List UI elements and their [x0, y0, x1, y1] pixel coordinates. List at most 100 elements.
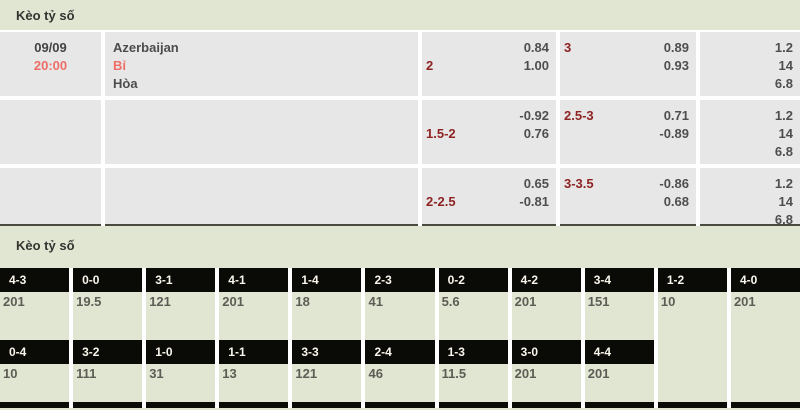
odds-value[interactable]: 14	[778, 194, 793, 209]
score-cell[interactable]	[219, 402, 289, 408]
odds-value[interactable]: 14	[778, 126, 793, 141]
score-cell[interactable]	[657, 402, 727, 408]
1x2-odds-cell: 1.2 14 6.8	[700, 100, 800, 164]
total-label: 2.5-3	[564, 108, 594, 123]
score-label[interactable]: 3-1	[146, 268, 216, 292]
empty-cell	[0, 100, 101, 164]
score-label[interactable]: 1-0	[146, 340, 216, 364]
total-odds-under[interactable]: 0.68	[663, 194, 689, 209]
score-label[interactable]: 3-2	[73, 340, 143, 364]
handicap-label: 2	[426, 58, 434, 73]
score-label[interactable]: 2-3	[365, 268, 435, 292]
total-odds-under[interactable]: -0.89	[659, 126, 689, 141]
score-odds: 201	[0, 292, 70, 340]
score-cell[interactable]: 0-0 19.5	[73, 268, 143, 340]
handicap-odds-under[interactable]: 0.76	[523, 126, 549, 141]
odds-value[interactable]: 1.2	[774, 176, 793, 191]
score-cell[interactable]: 3-3 121	[292, 340, 362, 402]
score-label[interactable]: 4-4	[584, 340, 654, 364]
handicap-odds-over[interactable]: -0.92	[519, 108, 549, 123]
score-cell[interactable]: 2-4 46	[365, 340, 435, 402]
odds-value[interactable]: 14	[778, 58, 793, 73]
total-label: 3	[564, 40, 572, 55]
table-row: -0.92 1.5-2 0.76 2.5-3 0.71 -0.89 1.2 14 6…	[0, 100, 800, 164]
score-odds: 121	[292, 364, 362, 402]
score-cell[interactable]: 4-1 201	[219, 268, 289, 340]
match-datetime-cell: 09/09 20:00	[0, 32, 101, 96]
handicap-odds-under[interactable]: -0.81	[519, 194, 549, 209]
total-odds-cell: 2.5-3 0.71 -0.89	[560, 100, 696, 164]
score-label[interactable]: 0-4	[0, 340, 70, 364]
table-row: 09/09 20:00 Azerbaijan Bỉ Hòa 0.84 2 1.00…	[0, 32, 800, 96]
score-cell[interactable]	[511, 402, 581, 408]
odds-value[interactable]: 6.8	[774, 144, 793, 159]
total-odds-over[interactable]: 0.71	[663, 108, 689, 123]
odds-value[interactable]: 6.8	[774, 76, 793, 91]
score-label[interactable]: 4-1	[219, 268, 289, 292]
score-label[interactable]: 1-1	[219, 340, 289, 364]
score-odds: 5.6	[438, 292, 508, 340]
handicap-odds-over[interactable]: 0.84	[523, 40, 549, 55]
score-cell[interactable]	[0, 402, 70, 408]
score-label[interactable]: 0-0	[73, 268, 143, 292]
score-cell[interactable]: 4-3 201	[0, 268, 70, 340]
odds-value[interactable]: 1.2	[774, 40, 793, 55]
score-label[interactable]: 2-4	[365, 340, 435, 364]
score-odds: 18	[292, 292, 362, 340]
score-label[interactable]: 4-2	[511, 268, 581, 292]
score-cell[interactable]: 4-0 201	[730, 268, 800, 340]
handicap-odds-over[interactable]: 0.65	[523, 176, 549, 191]
score-cell[interactable]	[438, 402, 508, 408]
match-odds-table: 09/09 20:00 Azerbaijan Bỉ Hòa 0.84 2 1.00…	[0, 30, 800, 227]
score-cell[interactable]	[365, 402, 435, 408]
score-cell[interactable]	[584, 402, 654, 408]
score-cell[interactable]: 1-3 11.5	[438, 340, 508, 402]
score-label[interactable]: 0-2	[438, 268, 508, 292]
score-cell[interactable]: 4-4 201	[584, 340, 654, 402]
score-odds: 201	[584, 364, 654, 402]
odds-value[interactable]: 6.8	[774, 212, 793, 227]
total-odds-over[interactable]: -0.86	[659, 176, 689, 191]
odds-value[interactable]: 1.2	[774, 108, 793, 123]
score-label[interactable]: 1-3	[438, 340, 508, 364]
score-label[interactable]: 4-3	[0, 268, 70, 292]
score-cell[interactable]: 3-1 121	[146, 268, 216, 340]
score-cell[interactable]	[73, 402, 143, 408]
score-cell[interactable]: 3-4 151	[584, 268, 654, 340]
score-grid-row: 4-3 201 0-0 19.5 3-1 121 4-1 201 1-4 18 2-3 41…	[0, 268, 800, 340]
score-label[interactable]: 3-0	[511, 340, 581, 364]
score-cell[interactable]: 1-4 18	[292, 268, 362, 340]
total-odds-over[interactable]: 0.89	[663, 40, 689, 55]
score-cell[interactable]: 2-3 41	[365, 268, 435, 340]
total-odds-under[interactable]: 0.93	[663, 58, 689, 73]
match-time: 20:00	[33, 58, 68, 73]
score-cell[interactable]: 1-2 10	[657, 268, 727, 340]
score-odds: 41	[365, 292, 435, 340]
teams-cell: Azerbaijan Bỉ Hòa	[105, 32, 418, 96]
handicap-odds-cell: -0.92 1.5-2 0.76	[422, 100, 556, 164]
correct-score-grid: 4-3 201 0-0 19.5 3-1 121 4-1 201 1-4 18 2-3 41…	[0, 268, 800, 408]
handicap-odds-under[interactable]: 1.00	[523, 58, 549, 73]
score-label[interactable]: 1-2	[657, 268, 727, 292]
score-cell[interactable]	[146, 402, 216, 408]
score-cell[interactable]: 3-0 201	[511, 340, 581, 402]
score-cell[interactable]: 1-1 13	[219, 340, 289, 402]
section2-header: Kèo tỷ số	[0, 226, 800, 262]
score-cell[interactable]: 1-0 31	[146, 340, 216, 402]
score-cell[interactable]	[292, 402, 362, 408]
score-cell[interactable]	[730, 402, 800, 408]
score-cell[interactable]: 0-2 5.6	[438, 268, 508, 340]
score-cell[interactable]: 4-2 201	[511, 268, 581, 340]
score-label[interactable]: 3-4	[584, 268, 654, 292]
score-cell[interactable]: 3-2 111	[73, 340, 143, 402]
score-label[interactable]: 4-0	[730, 268, 800, 292]
empty-cell	[730, 340, 800, 402]
score-label[interactable]: 1-4	[292, 268, 362, 292]
score-grid-row-clipped	[0, 402, 800, 408]
score-odds: 10	[657, 292, 727, 340]
score-label[interactable]: 3-3	[292, 340, 362, 364]
score-odds: 46	[365, 364, 435, 402]
empty-cell	[657, 340, 727, 402]
score-cell[interactable]: 0-4 10	[0, 340, 70, 402]
total-label: 3-3.5	[564, 176, 594, 191]
